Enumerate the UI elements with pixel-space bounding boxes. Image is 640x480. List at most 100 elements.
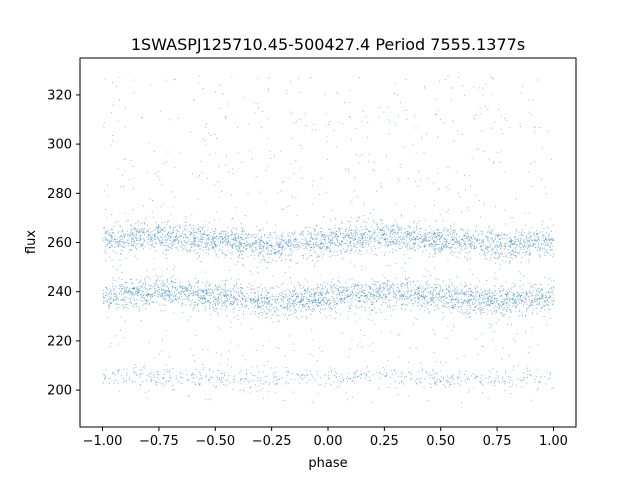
data-point [423, 239, 425, 241]
data-point [405, 276, 406, 278]
data-point [412, 281, 414, 283]
data-point [105, 292, 107, 293]
data-point [171, 281, 173, 283]
data-point [136, 288, 138, 290]
data-point [380, 291, 382, 293]
data-point [253, 250, 255, 252]
data-point [185, 289, 187, 291]
data-point [476, 238, 478, 240]
data-point [169, 226, 171, 228]
data-point [144, 227, 146, 229]
data-point [512, 292, 514, 294]
data-point [512, 297, 514, 299]
data-point [545, 304, 547, 306]
data-point [321, 294, 323, 296]
data-point [359, 287, 361, 289]
data-point [172, 275, 174, 276]
data-point [383, 238, 385, 240]
data-point [479, 311, 481, 313]
data-point [208, 292, 210, 294]
data-point [442, 240, 444, 242]
data-point [216, 290, 218, 291]
data-point [400, 295, 402, 297]
data-point [324, 302, 326, 304]
data-point [131, 282, 133, 284]
data-point [470, 288, 472, 290]
data-point [510, 312, 512, 313]
data-point [313, 308, 315, 310]
data-point [319, 302, 320, 304]
data-point [471, 294, 473, 296]
data-point [274, 252, 276, 254]
data-point [183, 248, 185, 249]
data-point [299, 301, 301, 303]
data-point [479, 297, 481, 299]
data-point [314, 293, 316, 295]
data-point [112, 285, 114, 287]
data-point [437, 229, 439, 231]
data-point [213, 242, 215, 244]
data-point [546, 239, 548, 241]
data-point [268, 301, 270, 302]
data-point [335, 230, 337, 232]
data-point [437, 233, 439, 235]
data-point [396, 287, 398, 289]
data-point [151, 239, 153, 241]
data-point [459, 243, 461, 245]
data-point [193, 231, 195, 233]
data-point [438, 293, 440, 295]
data-point [487, 239, 489, 241]
data-point [458, 257, 460, 259]
data-point [331, 255, 333, 257]
data-point [413, 294, 415, 295]
data-point [505, 294, 507, 295]
data-point [230, 258, 232, 260]
data-point [296, 246, 298, 248]
data-point [226, 254, 227, 256]
data-point [387, 279, 389, 281]
data-point [362, 246, 364, 248]
data-point [538, 288, 540, 290]
data-point [509, 232, 511, 234]
data-point [241, 236, 243, 238]
data-point [258, 298, 259, 300]
data-point [389, 251, 391, 253]
data-point [171, 299, 173, 301]
data-point [224, 300, 226, 302]
data-point [547, 300, 549, 302]
data-point [154, 286, 155, 288]
data-point [195, 282, 197, 284]
data-point [239, 307, 241, 309]
data-point [308, 232, 310, 234]
data-point [506, 238, 508, 240]
data-point [220, 233, 222, 235]
data-point [501, 301, 503, 303]
data-point [422, 238, 424, 240]
data-point [481, 310, 483, 312]
data-point [291, 289, 293, 291]
data-point [350, 308, 351, 309]
data-point [492, 302, 494, 304]
data-point [134, 287, 135, 289]
data-point [174, 291, 176, 293]
data-point [243, 243, 245, 245]
data-point [225, 292, 227, 294]
data-point [258, 297, 259, 299]
data-point [157, 295, 159, 297]
data-point [160, 295, 161, 297]
data-point [104, 295, 106, 297]
data-point [117, 221, 119, 223]
data-point [255, 242, 257, 244]
data-point [550, 238, 552, 240]
data-point [203, 290, 204, 292]
data-point [535, 230, 537, 232]
data-point [450, 249, 452, 251]
data-point [485, 246, 487, 248]
data-point [333, 237, 335, 239]
data-point [362, 242, 364, 243]
data-point [288, 235, 290, 237]
data-point [141, 244, 143, 246]
data-point [440, 300, 442, 302]
data-point [501, 237, 503, 239]
data-point [194, 301, 196, 303]
